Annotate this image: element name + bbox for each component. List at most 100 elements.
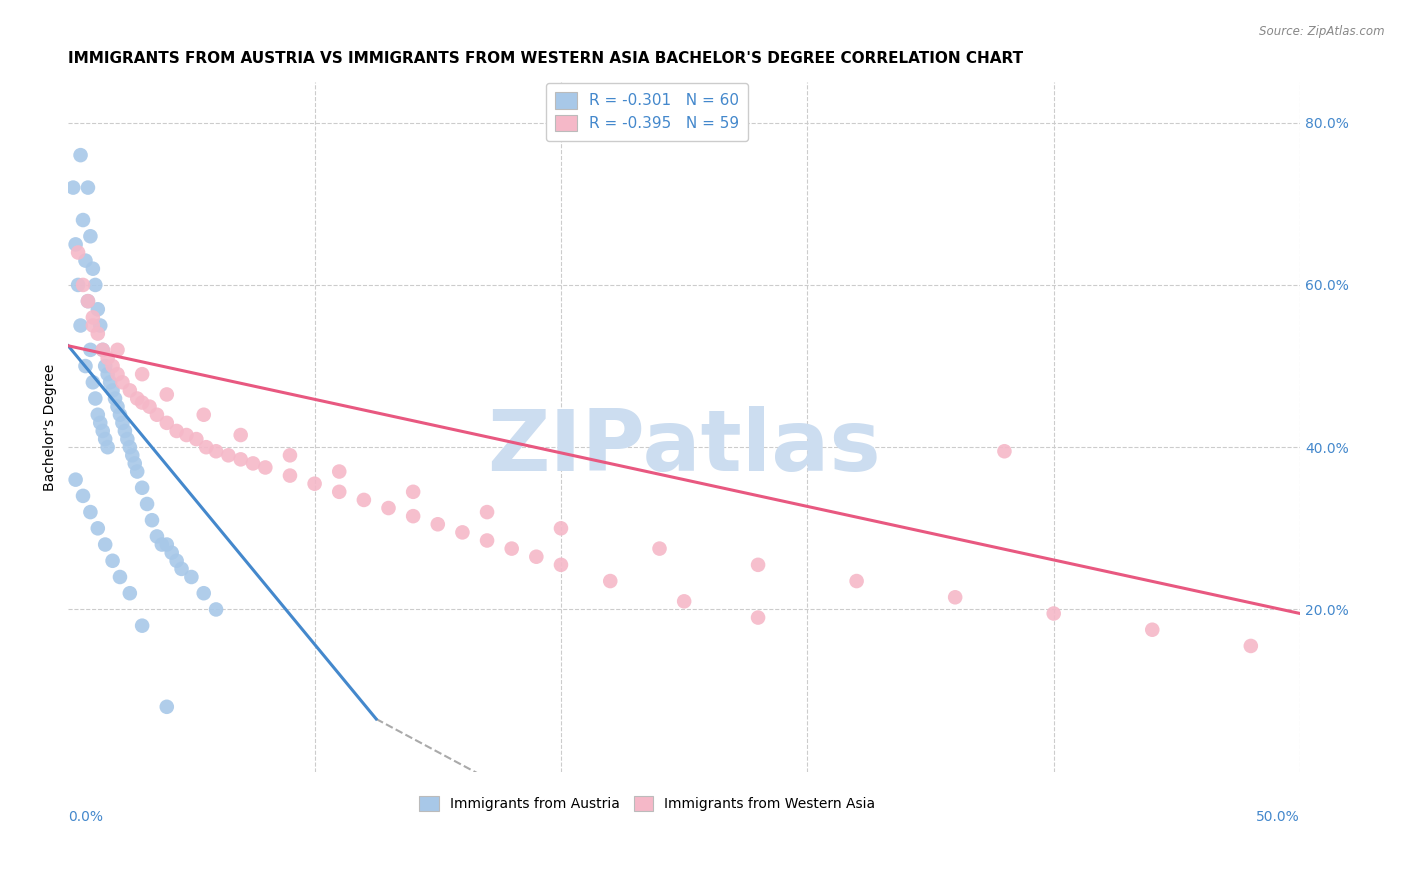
- Point: [176, 428, 198, 442]
- Point: [475, 505, 498, 519]
- Point: [229, 452, 252, 467]
- Point: [118, 586, 141, 600]
- Point: [402, 509, 425, 524]
- Point: [501, 541, 523, 556]
- Point: [72, 277, 94, 292]
- Point: [75, 253, 97, 268]
- Point: [87, 302, 110, 317]
- Point: [121, 448, 143, 462]
- Point: [254, 460, 277, 475]
- Point: [138, 400, 160, 414]
- Point: [65, 237, 87, 252]
- Point: [118, 440, 141, 454]
- Point: [186, 432, 208, 446]
- Point: [94, 537, 117, 551]
- Point: [97, 440, 120, 454]
- Point: [114, 424, 136, 438]
- Point: [104, 392, 127, 406]
- Point: [943, 591, 966, 605]
- Point: [136, 497, 159, 511]
- Point: [97, 351, 120, 365]
- Point: [89, 416, 111, 430]
- Point: [993, 444, 1015, 458]
- Point: [91, 424, 114, 438]
- Point: [180, 570, 202, 584]
- Text: IMMIGRANTS FROM AUSTRIA VS IMMIGRANTS FROM WESTERN ASIA BACHELOR'S DEGREE CORREL: IMMIGRANTS FROM AUSTRIA VS IMMIGRANTS FR…: [69, 51, 1024, 66]
- Point: [141, 513, 163, 527]
- Point: [160, 546, 183, 560]
- Point: [1240, 639, 1263, 653]
- Point: [131, 618, 153, 632]
- Point: [101, 359, 124, 373]
- Point: [229, 428, 252, 442]
- Point: [550, 558, 572, 572]
- Point: [156, 387, 179, 401]
- Point: [205, 444, 228, 458]
- Point: [108, 408, 131, 422]
- Point: [747, 610, 769, 624]
- Point: [193, 586, 215, 600]
- Point: [242, 457, 264, 471]
- Point: [205, 602, 228, 616]
- Point: [87, 326, 110, 341]
- Point: [117, 432, 139, 446]
- Point: [84, 392, 107, 406]
- Point: [127, 392, 149, 406]
- Point: [747, 558, 769, 572]
- Point: [599, 574, 621, 588]
- Point: [79, 505, 101, 519]
- Point: [67, 277, 90, 292]
- Point: [131, 395, 153, 409]
- Point: [193, 408, 215, 422]
- Point: [111, 416, 134, 430]
- Point: [550, 521, 572, 535]
- Point: [146, 408, 169, 422]
- Point: [82, 376, 104, 390]
- Point: [377, 501, 399, 516]
- Point: [77, 294, 100, 309]
- Text: 0.0%: 0.0%: [69, 810, 103, 823]
- Point: [673, 594, 696, 608]
- Point: [65, 473, 87, 487]
- Point: [72, 213, 94, 227]
- Point: [156, 416, 179, 430]
- Point: [146, 529, 169, 543]
- Text: ZIPatlas: ZIPatlas: [488, 406, 882, 489]
- Point: [82, 310, 104, 325]
- Point: [77, 180, 100, 194]
- Point: [72, 489, 94, 503]
- Point: [101, 384, 124, 398]
- Point: [87, 521, 110, 535]
- Point: [67, 245, 90, 260]
- Point: [278, 468, 301, 483]
- Point: [170, 562, 193, 576]
- Text: 50.0%: 50.0%: [1257, 810, 1301, 823]
- Point: [402, 484, 425, 499]
- Point: [108, 570, 131, 584]
- Point: [101, 554, 124, 568]
- Point: [166, 554, 188, 568]
- Y-axis label: Bachelor's Degree: Bachelor's Degree: [44, 363, 58, 491]
- Point: [328, 484, 350, 499]
- Point: [648, 541, 671, 556]
- Point: [524, 549, 547, 564]
- Point: [62, 180, 84, 194]
- Point: [98, 376, 121, 390]
- Point: [84, 277, 107, 292]
- Point: [475, 533, 498, 548]
- Point: [69, 318, 91, 333]
- Point: [195, 440, 218, 454]
- Point: [91, 343, 114, 357]
- Point: [426, 517, 449, 532]
- Point: [156, 699, 179, 714]
- Point: [217, 448, 239, 462]
- Point: [124, 457, 146, 471]
- Point: [82, 318, 104, 333]
- Point: [131, 481, 153, 495]
- Point: [107, 343, 129, 357]
- Point: [1042, 607, 1064, 621]
- Point: [845, 574, 868, 588]
- Point: [77, 294, 100, 309]
- Point: [328, 465, 350, 479]
- Point: [451, 525, 474, 540]
